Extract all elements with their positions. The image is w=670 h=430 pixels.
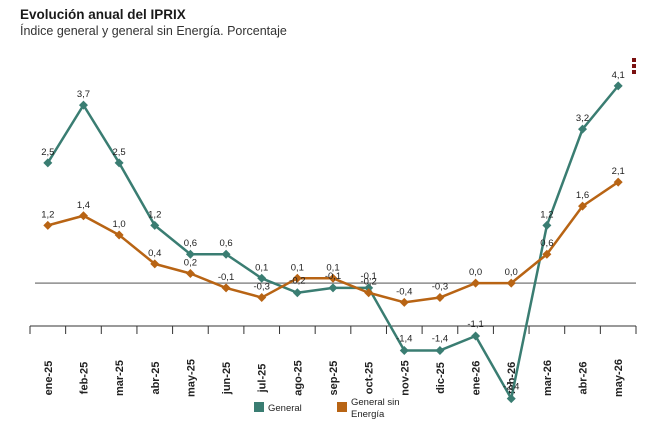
data-label-sin-energia: -0,3 bbox=[254, 282, 270, 293]
x-tick-label: sep-25 bbox=[328, 361, 340, 396]
kebab-menu-icon[interactable] bbox=[632, 58, 638, 74]
data-label-sin-energia: 1,4 bbox=[77, 200, 90, 211]
data-point-general[interactable] bbox=[257, 273, 267, 283]
data-point-sin-energia[interactable] bbox=[292, 273, 302, 283]
data-point-general[interactable] bbox=[542, 220, 552, 230]
x-tick-label: may-25 bbox=[185, 359, 197, 397]
data-label-general: 0,6 bbox=[184, 238, 197, 249]
x-tick-label: feb-25 bbox=[78, 362, 90, 394]
data-label-general: 3,7 bbox=[77, 89, 90, 100]
x-tick-label: oct-25 bbox=[364, 362, 376, 394]
data-label-general: 0,6 bbox=[219, 238, 232, 249]
data-label-sin-energia: 0,1 bbox=[291, 262, 304, 273]
series-layer bbox=[43, 81, 623, 404]
data-point-sin-energia[interactable] bbox=[506, 278, 516, 288]
data-label-sin-energia: -0,2 bbox=[360, 277, 376, 288]
data-label-general: 4,1 bbox=[612, 70, 625, 81]
data-label-sin-energia: 0,1 bbox=[326, 262, 339, 273]
x-tick-label: jun-25 bbox=[221, 362, 233, 395]
x-tick-label: ene-25 bbox=[43, 361, 55, 396]
data-point-general[interactable] bbox=[292, 288, 302, 298]
x-tick-label: mar-25 bbox=[114, 360, 126, 396]
data-label-general: -0,1 bbox=[360, 271, 376, 282]
series-line-general bbox=[46, 85, 620, 400]
data-point-sin-energia[interactable] bbox=[221, 283, 231, 293]
data-label-sin-energia: 1,0 bbox=[113, 219, 126, 230]
data-label-general: 3,2 bbox=[576, 113, 589, 124]
data-label-sin-energia: 0,4 bbox=[148, 248, 161, 259]
data-label-general: 1,2 bbox=[148, 209, 161, 220]
x-tick-label: abr-25 bbox=[150, 361, 162, 394]
data-point-general[interactable] bbox=[613, 81, 623, 91]
data-label-general: 2,5 bbox=[113, 147, 126, 158]
data-point-general[interactable] bbox=[43, 158, 53, 168]
data-point-sin-energia[interactable] bbox=[114, 230, 124, 240]
data-point-sin-energia[interactable] bbox=[399, 297, 409, 307]
data-label-sin-energia: 1,2 bbox=[41, 209, 54, 220]
data-labels-layer: 2,53,72,51,20,6 0,60,1-0,2 -0,1 -0,1-1,4 -1,… bbox=[41, 70, 625, 393]
data-point-general[interactable] bbox=[364, 283, 374, 293]
data-point-sin-energia[interactable] bbox=[542, 249, 552, 259]
data-label-sin-energia: -0,4 bbox=[396, 286, 412, 297]
x-tick-label: nov-25 bbox=[399, 360, 411, 395]
data-point-sin-energia[interactable] bbox=[150, 259, 160, 269]
x-tick-label: ago-25 bbox=[292, 360, 304, 395]
data-point-sin-energia[interactable] bbox=[78, 211, 88, 221]
data-point-general[interactable] bbox=[78, 100, 88, 110]
data-label-general: -1,1 bbox=[467, 319, 483, 330]
data-point-sin-energia[interactable] bbox=[578, 201, 588, 211]
axis-layer: ene-25 feb-25 mar-25 abr-25 may-25 jun-25 jul-… bbox=[29, 282, 637, 397]
data-label-general: 0,1 bbox=[255, 262, 268, 273]
data-point-sin-energia[interactable] bbox=[364, 288, 374, 298]
data-point-general[interactable] bbox=[185, 249, 195, 259]
legend-swatch-general bbox=[254, 402, 264, 412]
x-tick-label: jul-25 bbox=[257, 364, 269, 394]
chart-title: Evolución anual del IPRIX bbox=[20, 7, 186, 22]
chart-legend: General General sin Energía bbox=[254, 397, 400, 420]
data-point-sin-energia[interactable] bbox=[43, 220, 53, 230]
x-tick-label: may-26 bbox=[613, 359, 625, 397]
x-tick-label: abr-26 bbox=[578, 361, 590, 394]
data-point-sin-energia[interactable] bbox=[328, 273, 338, 283]
data-point-sin-energia[interactable] bbox=[471, 278, 481, 288]
x-tick-label: feb-26 bbox=[506, 362, 518, 394]
data-label-sin-energia: -0,3 bbox=[432, 282, 448, 293]
data-point-sin-energia[interactable] bbox=[435, 293, 445, 303]
data-point-sin-energia[interactable] bbox=[185, 268, 195, 278]
data-label-sin-energia: 2,1 bbox=[612, 166, 625, 177]
data-point-general[interactable] bbox=[399, 345, 409, 355]
data-label-sin-energia: 0,0 bbox=[469, 267, 482, 278]
data-point-sin-energia[interactable] bbox=[613, 177, 623, 187]
data-point-general[interactable] bbox=[150, 220, 160, 230]
data-label-sin-energia: 0,2 bbox=[184, 257, 197, 268]
data-label-sin-energia: 1,6 bbox=[576, 190, 589, 201]
data-point-general[interactable] bbox=[114, 158, 124, 168]
data-label-general: -0,2 bbox=[289, 276, 305, 287]
x-tick-label: ene-26 bbox=[471, 361, 483, 396]
x-tick-label: dic-25 bbox=[435, 362, 447, 394]
data-label-sin-energia: 0,0 bbox=[505, 267, 518, 278]
data-point-general[interactable] bbox=[578, 124, 588, 134]
chart-subtitle: Índice general y general sin Energía. Po… bbox=[20, 24, 287, 38]
data-point-sin-energia[interactable] bbox=[257, 293, 267, 303]
data-point-general[interactable] bbox=[471, 331, 481, 341]
data-label-general: -1,4 bbox=[432, 333, 448, 344]
data-point-general[interactable] bbox=[328, 283, 338, 293]
data-label-sin-energia: -0,1 bbox=[218, 272, 234, 283]
data-label-general: -1,4 bbox=[396, 333, 412, 344]
data-point-general[interactable] bbox=[435, 345, 445, 355]
legend-label-sin-energia-1: General sin bbox=[351, 397, 400, 408]
legend-label-general: General bbox=[268, 403, 302, 414]
x-tick-label: mar-26 bbox=[542, 360, 554, 396]
data-point-general[interactable] bbox=[506, 394, 516, 404]
data-label-general: -0,1 bbox=[325, 271, 341, 282]
legend-label-sin-energia-2: Energía bbox=[351, 409, 385, 420]
data-label-general: 1,2 bbox=[540, 209, 553, 220]
data-label-general: 2,5 bbox=[41, 147, 54, 158]
legend-swatch-sin-energia bbox=[337, 402, 347, 412]
data-label-sin-energia: 0,6 bbox=[540, 238, 553, 249]
data-point-general[interactable] bbox=[221, 249, 231, 259]
data-label-general: -2,4 bbox=[503, 382, 519, 393]
